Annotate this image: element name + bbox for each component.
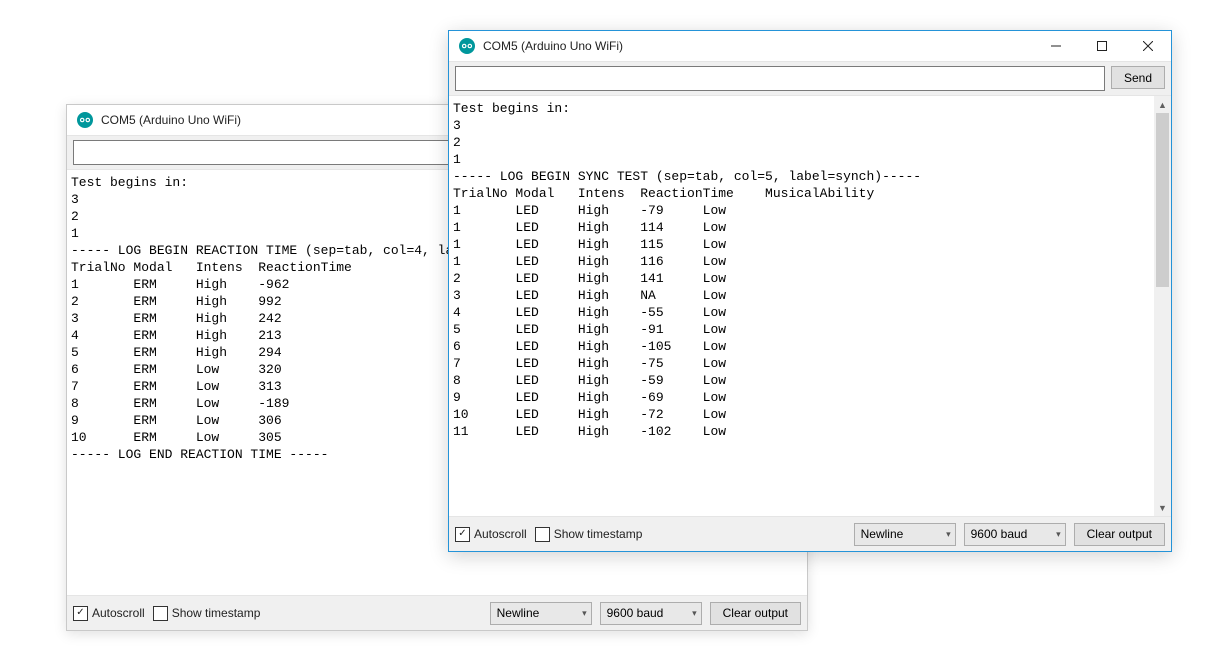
line-ending-select[interactable]: Newline ▾: [490, 602, 592, 625]
window-controls: [1033, 31, 1171, 61]
scroll-up-icon[interactable]: ▲: [1154, 96, 1171, 113]
chevron-down-icon: ▾: [1056, 529, 1061, 540]
autoscroll-label: Autoscroll: [474, 527, 527, 541]
timestamp-label: Show timestamp: [554, 527, 643, 541]
timestamp-checkbox[interactable]: Show timestamp: [153, 606, 261, 621]
scrollbar-track[interactable]: [1154, 113, 1171, 499]
chevron-down-icon: ▾: [692, 608, 697, 619]
clear-output-button[interactable]: Clear output: [1074, 523, 1165, 546]
line-ending-select[interactable]: Newline ▾: [854, 523, 956, 546]
titlebar[interactable]: COM5 (Arduino Uno WiFi): [449, 31, 1171, 61]
vertical-scrollbar[interactable]: ▲ ▼: [1154, 96, 1171, 516]
chevron-down-icon: ▾: [582, 608, 587, 619]
input-row: Send: [449, 61, 1171, 96]
baud-value: 9600 baud: [607, 606, 664, 620]
minimize-button[interactable]: [1033, 31, 1079, 61]
line-ending-value: Newline: [497, 606, 540, 620]
autoscroll-checkbox[interactable]: ✓ Autoscroll: [73, 606, 145, 621]
arduino-icon: [459, 38, 475, 54]
clear-output-button[interactable]: Clear output: [710, 602, 801, 625]
serial-output[interactable]: Test begins in: 3 2 1 ----- LOG BEGIN SY…: [449, 96, 1154, 516]
status-row: ✓ Autoscroll Show timestamp Newline ▾ 96…: [67, 595, 807, 630]
baud-value: 9600 baud: [971, 527, 1028, 541]
arduino-icon: [77, 112, 93, 128]
close-button[interactable]: [1125, 31, 1171, 61]
status-row: ✓ Autoscroll Show timestamp Newline ▾ 96…: [449, 516, 1171, 551]
serial-monitor-window-2: COM5 (Arduino Uno WiFi) Send Test begins…: [448, 30, 1172, 552]
send-button[interactable]: Send: [1111, 66, 1165, 89]
autoscroll-label: Autoscroll: [92, 606, 145, 620]
maximize-button[interactable]: [1079, 31, 1125, 61]
serial-input[interactable]: [455, 66, 1105, 91]
timestamp-checkbox[interactable]: Show timestamp: [535, 527, 643, 542]
baud-select[interactable]: 9600 baud ▾: [600, 602, 702, 625]
scrollbar-thumb[interactable]: [1156, 113, 1169, 287]
window-title: COM5 (Arduino Uno WiFi): [483, 39, 1033, 53]
scroll-down-icon[interactable]: ▼: [1154, 499, 1171, 516]
line-ending-value: Newline: [861, 527, 904, 541]
timestamp-label: Show timestamp: [172, 606, 261, 620]
baud-select[interactable]: 9600 baud ▾: [964, 523, 1066, 546]
autoscroll-checkbox[interactable]: ✓ Autoscroll: [455, 527, 527, 542]
chevron-down-icon: ▾: [946, 529, 951, 540]
output-area: Test begins in: 3 2 1 ----- LOG BEGIN SY…: [449, 96, 1171, 516]
